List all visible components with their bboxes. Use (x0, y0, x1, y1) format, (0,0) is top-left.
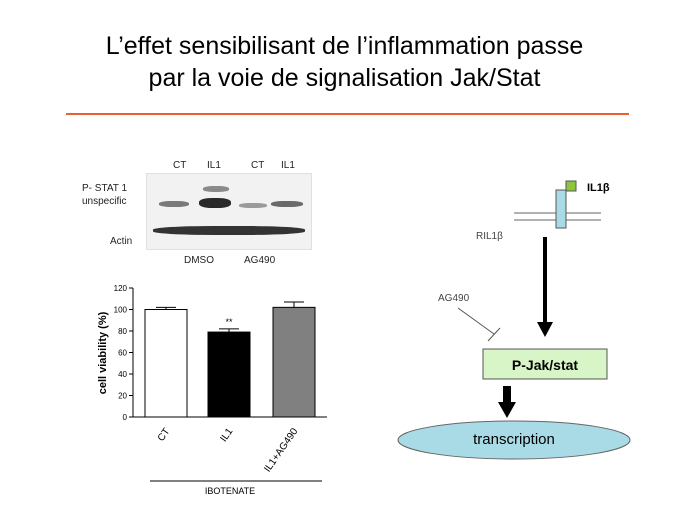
group-label-dmso: DMSO (184, 255, 214, 266)
y-tick-label: 60 (118, 349, 127, 358)
title-line-1: L’effet sensibilisant de l’inflammation … (105, 32, 584, 60)
group-label: IBOTENATE (205, 486, 255, 496)
y-tick-label: 80 (118, 327, 127, 336)
transcription-arrow (503, 386, 511, 404)
y-tick-label: 100 (114, 306, 128, 315)
receptor-label: RIL1β (476, 231, 503, 242)
inhibition-bar (487, 327, 501, 342)
bar (144, 309, 188, 418)
y-tick-label: 0 (123, 413, 128, 422)
blot-band (271, 201, 303, 207)
transcription-ellipse (397, 420, 631, 460)
inhibition-line (457, 307, 495, 335)
blot-band (159, 201, 189, 207)
lane-label: IL1 (207, 160, 221, 171)
inhibitor-label: AG490 (438, 293, 470, 304)
title-line-2: par la voie de signalisation Jak/Stat (148, 64, 541, 92)
row-label-actin: Actin (110, 236, 133, 247)
transcription-arrowhead (498, 402, 516, 418)
ligand-icon (565, 180, 577, 192)
receptor-icon (555, 189, 567, 229)
bar (207, 331, 251, 418)
blot-band (153, 226, 305, 235)
signal-arrowhead (537, 322, 553, 337)
blot-image (146, 173, 312, 250)
row-label-unspecific: unspecific (82, 196, 127, 207)
bar (272, 306, 316, 418)
y-tick-label: 40 (118, 370, 127, 379)
lane-label: CT (173, 160, 187, 171)
significance-marker: ** (225, 317, 233, 327)
title-divider (66, 113, 629, 115)
blot-band (203, 186, 229, 192)
y-tick-label: 120 (114, 284, 128, 293)
jak-stat-label: P-Jak/stat (511, 357, 579, 373)
transcription-label: transcription (473, 431, 555, 448)
blot-band (199, 198, 231, 208)
jak-stat-box (482, 348, 608, 380)
y-tick-label: 20 (118, 392, 127, 401)
row-label-pstat1: P- STAT 1 (82, 183, 128, 194)
group-label-ag490: AG490 (244, 255, 276, 266)
lane-label: IL1 (281, 160, 295, 171)
y-axis-label: cell viability (%) (97, 311, 109, 394)
lane-label: CT (251, 160, 265, 171)
ligand-label: IL1β (587, 182, 610, 194)
blot-band (239, 203, 267, 208)
slide-title: L’effet sensibilisant de l’inflammation … (0, 30, 689, 94)
